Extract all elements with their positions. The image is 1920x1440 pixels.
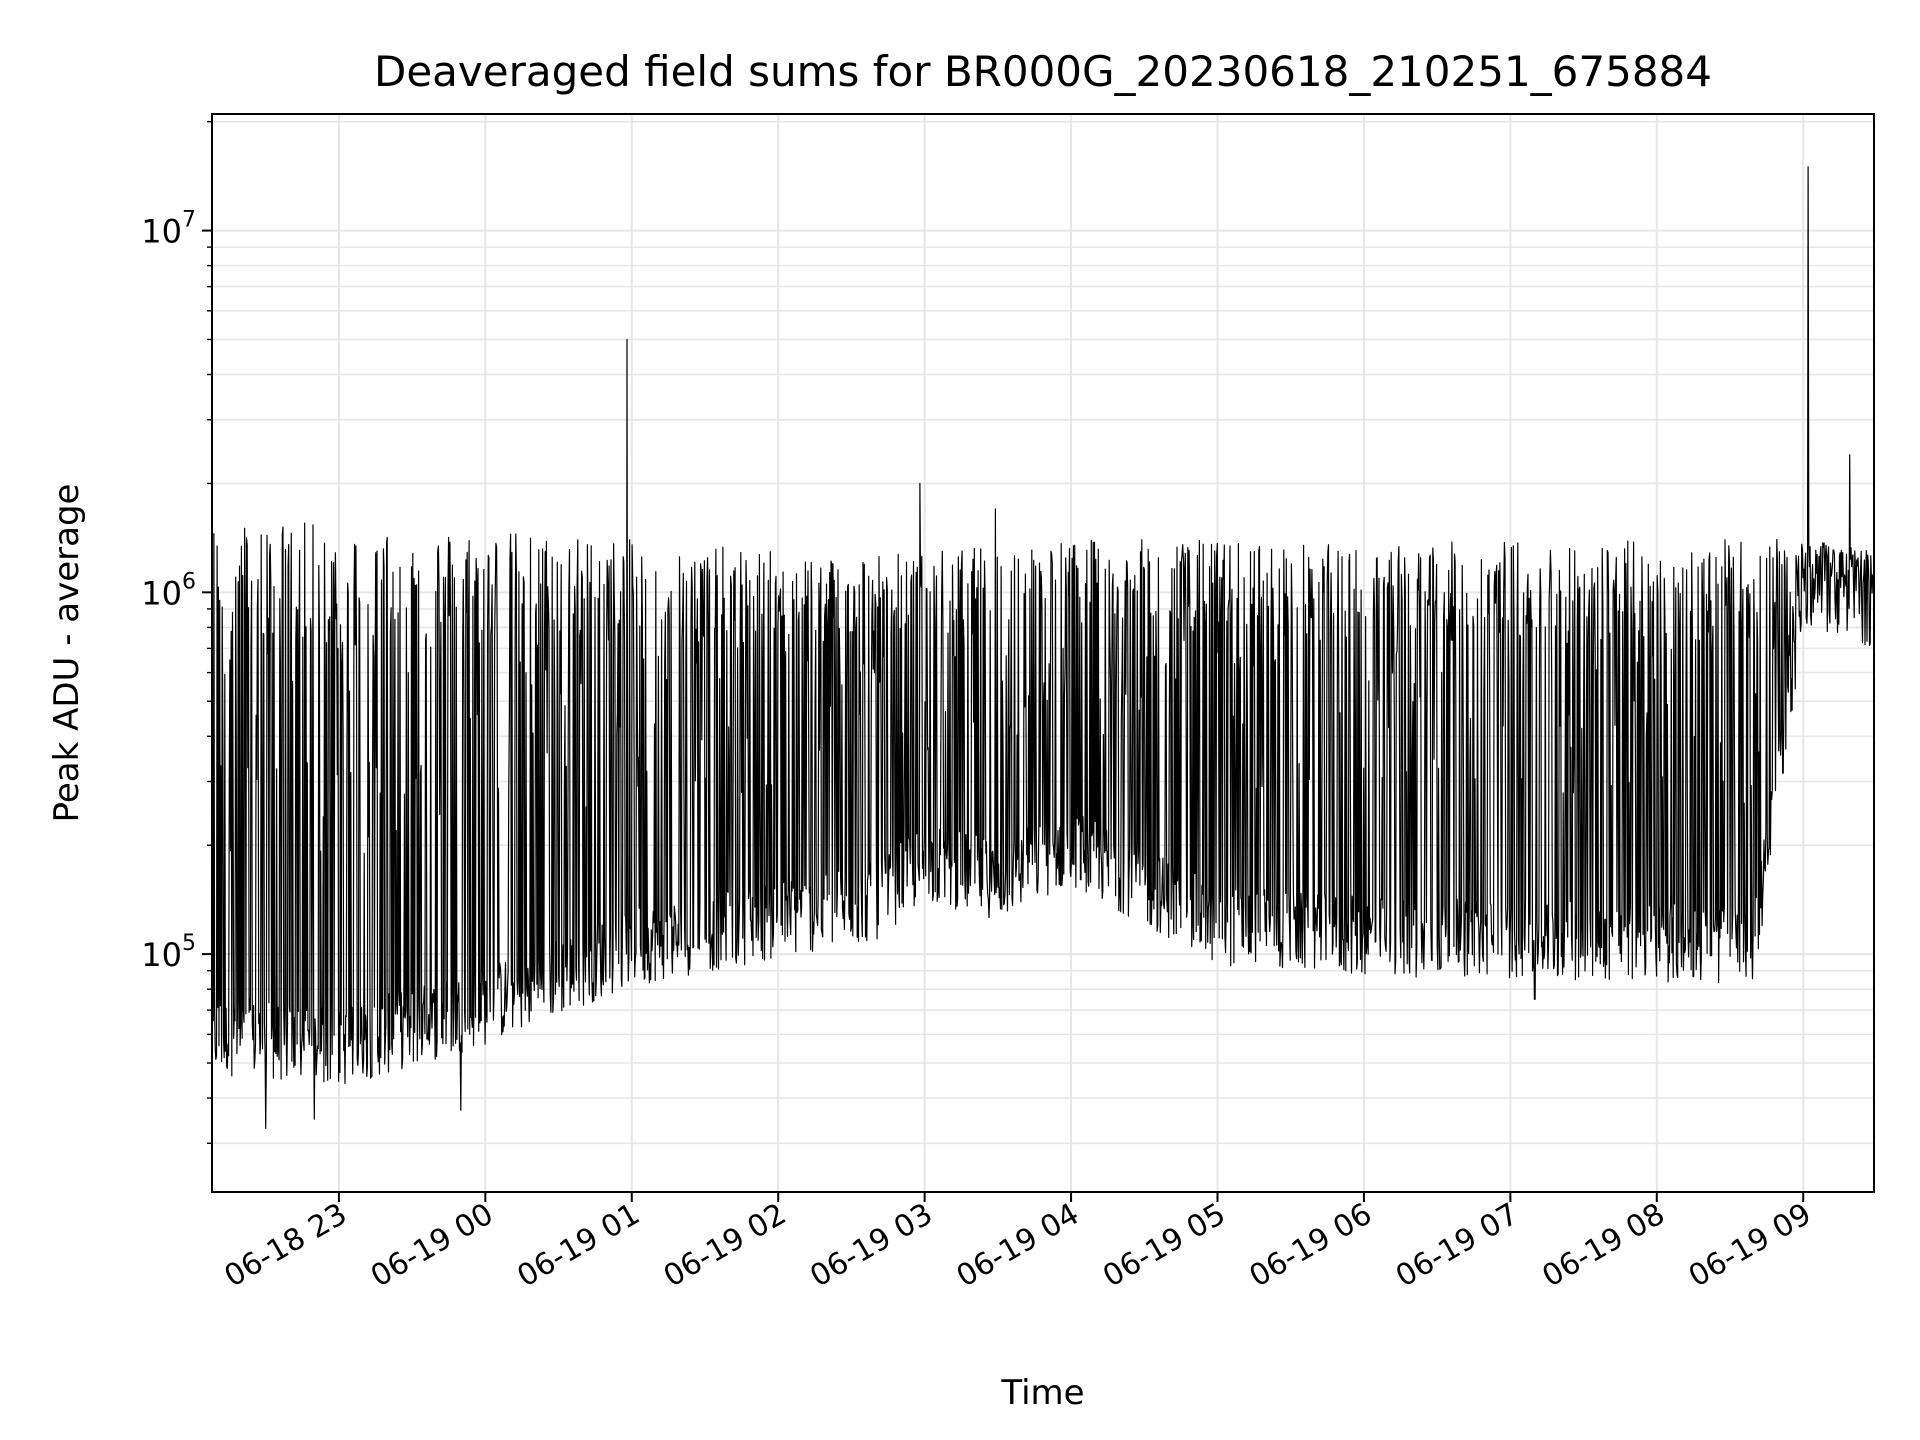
x-tick-label: 06-19 03 (804, 1197, 938, 1295)
x-axis-label: Time (1000, 1373, 1084, 1413)
y-axis: 105 106 107 (141, 120, 212, 1144)
x-tick-label: 06-19 07 (1390, 1197, 1524, 1295)
y-tick-label: 106 (141, 569, 196, 612)
x-tick-label: 06-19 00 (365, 1197, 499, 1295)
x-axis: 06-18 23 06-19 00 06-19 01 06-19 02 06-19 03… (219, 1192, 1817, 1295)
plot-frame (211, 113, 1875, 1193)
x-tick-label: 06-19 02 (658, 1197, 792, 1295)
y-tick-label: 107 (141, 208, 196, 251)
x-tick-label: 06-19 05 (1097, 1197, 1231, 1295)
y-axis-label: Peak ADU - average (47, 484, 87, 823)
y-tick-label: 105 (141, 931, 196, 974)
x-tick-label: 06-19 01 (511, 1197, 645, 1295)
x-tick-label: 06-19 06 (1244, 1197, 1378, 1295)
chart-title: Deaveraged field sums for BR000G_2023061… (374, 47, 1712, 96)
series-layer (211, 166, 1875, 1129)
x-tick-label: 06-19 04 (951, 1197, 1085, 1295)
x-tick-label: 06-19 08 (1536, 1197, 1670, 1295)
x-tick-label: 06-18 23 (219, 1197, 353, 1295)
series-line (211, 166, 1875, 1129)
x-tick-label: 06-19 09 (1683, 1197, 1817, 1295)
